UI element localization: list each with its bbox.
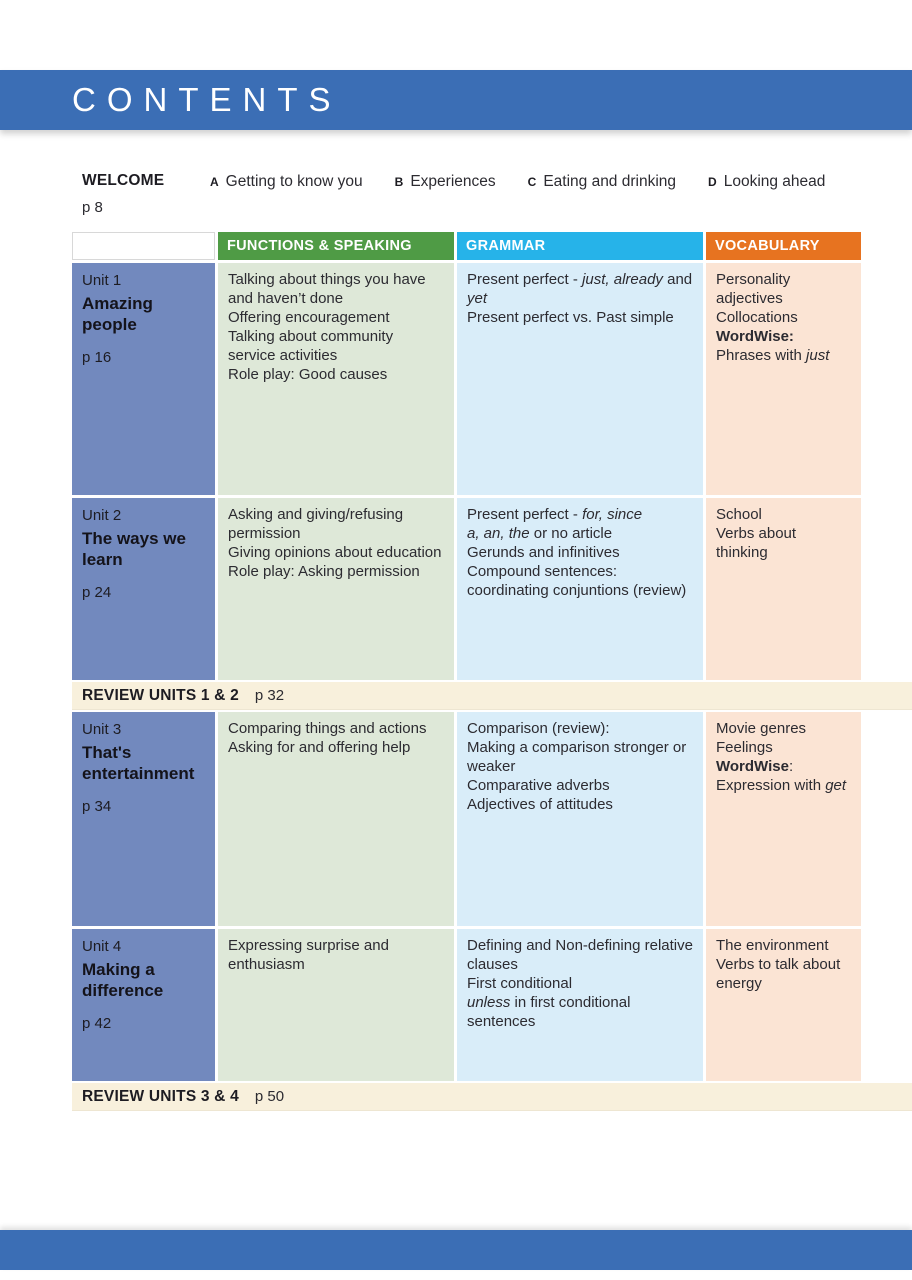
column-header-functions-speaking: FUNCTIONS & SPEAKING xyxy=(218,232,454,260)
welcome-item: D Looking ahead xyxy=(708,173,825,191)
cell-line: Offering encouragement xyxy=(228,309,390,327)
cell-line: Role play: Asking permission xyxy=(228,563,420,581)
cell-line: Making a comparison stronger or weaker xyxy=(467,739,687,776)
table-part-1: FUNCTIONS & SPEAKING GRAMMAR VOCABULARY Uni… xyxy=(72,232,861,680)
cell-line: Comparison (review): xyxy=(467,720,610,737)
review-page-number: p 50 xyxy=(254,1088,285,1105)
welcome-block: WELCOME p 8 xyxy=(82,172,210,216)
column-header-grammar: GRAMMAR xyxy=(457,232,703,260)
cell-line: School xyxy=(716,506,762,523)
unit-title: The ways we learn xyxy=(82,529,186,570)
welcome-row: WELCOME p 8 A Getting to know you B Experie… xyxy=(82,172,882,216)
review-label: REVIEW UNITS 1 & 2 xyxy=(82,686,239,704)
cell-line: Defining and Non-defining relative claus… xyxy=(467,937,693,974)
cell-line: Talking about things you have and haven’… xyxy=(228,271,426,308)
cell-line: Present perfect vs. Past simple xyxy=(467,309,674,327)
cell-line: Expression with get xyxy=(716,777,847,795)
title-band: CONTENTS xyxy=(0,70,912,130)
grammar-cell: Defining and Non-defining relative claus… xyxy=(457,929,703,1081)
vocabulary-cell: Movie genres Feelings WordWise: Expression … xyxy=(706,712,861,926)
welcome-item-letter: D xyxy=(708,175,717,189)
functions-cell: Expressing surprise and enthusiasm xyxy=(218,929,454,1081)
welcome-item-letter: A xyxy=(210,175,219,189)
cell-line: Asking and giving/refusing permission xyxy=(228,506,404,543)
cell-line: Movie genres xyxy=(716,720,807,737)
unit-number: Unit 2 xyxy=(82,507,122,524)
grammar-cell: Present perfect - for, since a, an, the o… xyxy=(457,498,703,680)
cell-line: Verbs to talk about energy xyxy=(716,956,841,993)
cell-line: Expressing surprise and enthusiasm xyxy=(228,937,389,974)
welcome-item-text: Experiences xyxy=(410,173,496,190)
grammar-cell: Present perfect - just, already and yet P… xyxy=(457,263,703,495)
grammar-cell: Comparison (review): Making a comparison … xyxy=(457,712,703,926)
vocabulary-cell: Personality adjectives Collocations WordWi… xyxy=(706,263,861,495)
cell-line: Collocations xyxy=(716,309,798,327)
cell-line: Feelings xyxy=(716,739,773,757)
column-header-empty xyxy=(72,232,215,260)
page-title: CONTENTS xyxy=(72,81,342,118)
welcome-item-text: Looking ahead xyxy=(723,173,826,190)
footer-band xyxy=(0,1230,912,1270)
cell-line: Gerunds and infinitives xyxy=(467,544,620,562)
welcome-item: C Eating and drinking xyxy=(528,173,676,191)
cell-line: Asking for and offering help xyxy=(228,739,411,757)
cell-line: Comparative adverbs xyxy=(467,777,610,795)
cell-line: First conditional xyxy=(467,975,573,993)
cell-line: Comparing things and actions xyxy=(228,720,427,737)
welcome-page-number: p 8 xyxy=(82,199,103,216)
welcome-item-letter: C xyxy=(527,175,537,189)
welcome-items: A Getting to know you B Experiences C Eating … xyxy=(210,172,825,191)
unit-title: Making a difference xyxy=(82,960,164,1001)
cell-line: Present perfect - just, already and yet xyxy=(467,271,693,308)
welcome-item-text: Eating and drinking xyxy=(543,173,677,190)
welcome-item-letter: B xyxy=(394,175,404,189)
review-label: REVIEW UNITS 3 & 4 xyxy=(82,1087,239,1105)
review-page-number: p 32 xyxy=(254,687,285,704)
unit-page-number: p 42 xyxy=(82,1014,112,1032)
cell-line: Adjectives of attitudes xyxy=(467,796,613,814)
vocabulary-cell: School Verbs about thinking xyxy=(706,498,861,680)
cell-line: Role play: Good causes xyxy=(228,366,388,384)
welcome-item: A Getting to know you xyxy=(210,173,363,191)
functions-cell: Talking about things you have and haven’… xyxy=(218,263,454,495)
cell-line: Personality adjectives xyxy=(716,271,791,308)
cell-line: The environment xyxy=(716,937,829,954)
review-band-2: REVIEW UNITS 3 & 4 p 50 xyxy=(72,1083,912,1111)
cell-line: Present perfect - for, since xyxy=(467,506,643,523)
unit-cell: Unit 4 Making a difference p 42 xyxy=(72,929,215,1081)
cell-line: WordWise: xyxy=(716,758,794,776)
cell-line: a, an, the or no article xyxy=(467,525,613,543)
unit-number: Unit 4 xyxy=(82,938,122,955)
cell-line: unless in first conditional sentences xyxy=(467,994,631,1031)
unit-cell: Unit 3 That's entertainment p 34 xyxy=(72,712,215,926)
functions-cell: Asking and giving/refusing permission Giv… xyxy=(218,498,454,680)
contents-table: FUNCTIONS & SPEAKING GRAMMAR VOCABULARY Uni… xyxy=(72,232,912,1113)
cell-line: Talking about community service activiti… xyxy=(228,328,394,365)
unit-cell: Unit 2 The ways we learn p 24 xyxy=(72,498,215,680)
welcome-item-text: Getting to know you xyxy=(225,173,363,190)
unit-number: Unit 3 xyxy=(82,721,122,738)
cell-line: Giving opinions about education xyxy=(228,544,442,562)
review-band-1: REVIEW UNITS 1 & 2 p 32 xyxy=(72,682,912,710)
unit-page-number: p 24 xyxy=(82,583,112,601)
unit-title: Amazing people xyxy=(82,294,153,335)
unit-cell: Unit 1 Amazing people p 16 xyxy=(72,263,215,495)
functions-cell: Comparing things and actions Asking for a… xyxy=(218,712,454,926)
cell-line: Verbs about thinking xyxy=(716,525,797,562)
unit-number: Unit 1 xyxy=(82,272,122,289)
welcome-item: B Experiences xyxy=(395,173,496,191)
cell-line: WordWise: Phrases with just xyxy=(716,328,830,365)
table-part-2: Unit 3 That's entertainment p 34 Comparing … xyxy=(72,712,861,1081)
unit-title: That's entertainment xyxy=(82,743,195,784)
vocabulary-cell: The environment Verbs to talk about energ… xyxy=(706,929,861,1081)
unit-page-number: p 16 xyxy=(82,348,112,366)
welcome-label: WELCOME xyxy=(82,172,165,189)
column-header-vocabulary: VOCABULARY xyxy=(706,232,861,260)
cell-line: Compound sentences: coordinating conjunt… xyxy=(467,563,687,600)
unit-page-number: p 34 xyxy=(82,797,112,815)
